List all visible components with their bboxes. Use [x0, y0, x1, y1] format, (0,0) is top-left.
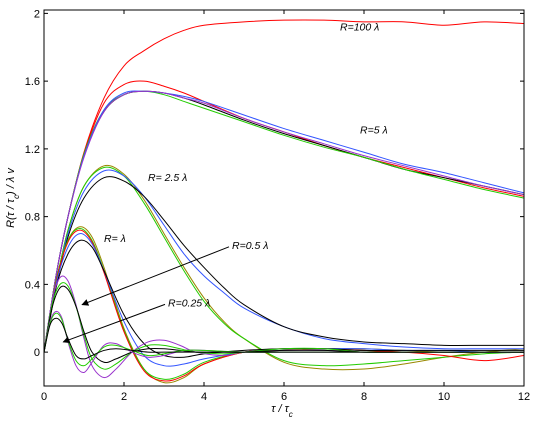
annotation-label: R=100 λ	[340, 21, 379, 33]
x-tick-label: 10	[438, 391, 450, 403]
annotation-arrow	[81, 246, 230, 306]
series-line-r0.25-black	[43, 317, 524, 360]
x-axis-label: τ / τc	[271, 403, 292, 419]
series-line-r5-purple	[43, 90, 525, 353]
series-line-r2.5-green	[43, 166, 525, 367]
x-tick-label: 0	[41, 391, 47, 403]
annotation-arrow	[62, 303, 166, 344]
y-axis-label: R(τ / τc) / λ v	[5, 167, 21, 228]
y-tick-label: 2	[34, 8, 40, 20]
x-tick-label: 6	[281, 391, 287, 403]
annotation-label: R= λ	[104, 233, 126, 245]
y-tick-label: 0.4	[25, 279, 40, 291]
series-line-r2.5-black	[43, 176, 524, 353]
x-tick-label: 12	[518, 391, 530, 403]
x-tick-label: 2	[121, 391, 127, 403]
y-tick-label: 0.8	[25, 212, 40, 224]
series-layer	[43, 19, 525, 384]
annotation-label: R= 2.5 λ	[148, 172, 187, 184]
y-tick-label: 1.2	[25, 144, 40, 156]
y-tick-label: 1.6	[25, 76, 40, 88]
x-tick-label: 4	[201, 391, 207, 403]
series-line-r-black	[43, 239, 524, 358]
series-line-r2.5-blue	[43, 169, 524, 353]
annotation-label: R=0.25 λ	[168, 297, 210, 309]
annotation-layer: R=100 λ R=5 λ R= 2.5 λ R= λ R=0.5 λ R=0.25 λ	[62, 21, 388, 344]
annotation-label: R=0.5 λ	[232, 240, 268, 252]
x-tick-label: 8	[361, 391, 367, 403]
plot-area	[44, 10, 524, 386]
ticks-layer: 0 2 4 6 8 10 12 0 0.4 0.8 1.2 1.6 2	[25, 8, 530, 403]
y-tick-label: 0	[34, 347, 40, 359]
annotation-label: R=5 λ	[360, 125, 388, 137]
